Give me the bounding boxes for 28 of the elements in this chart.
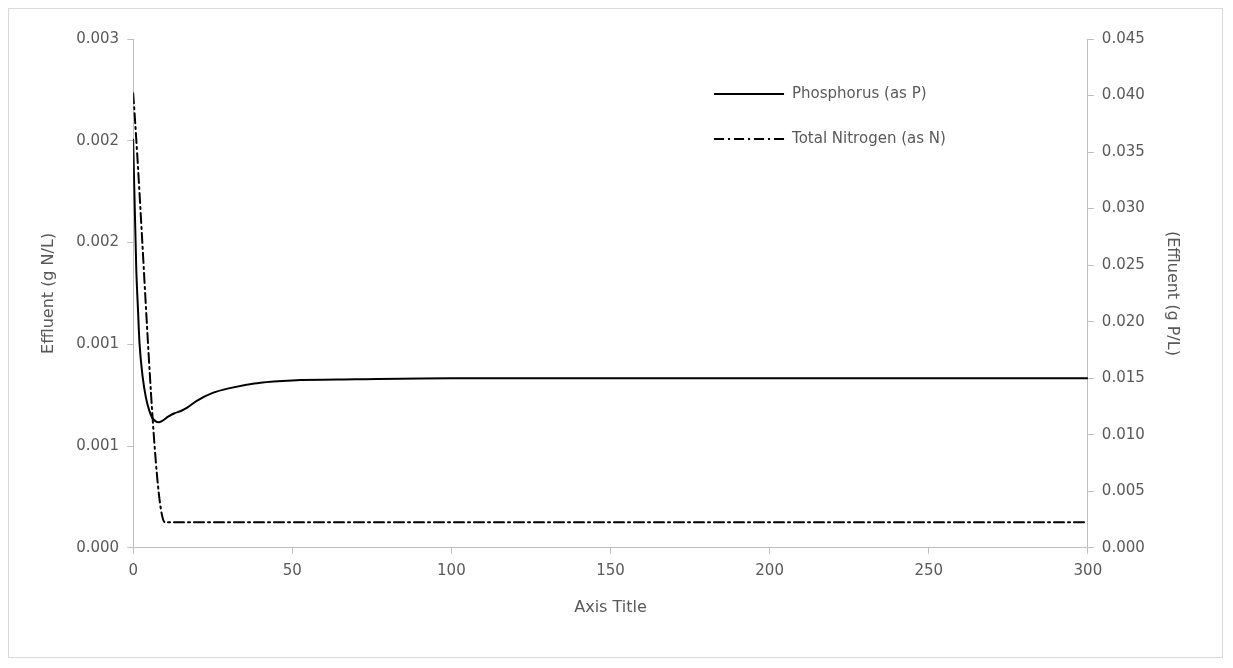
x-tick-label: 100 [437,560,466,579]
y2-tick-label: 0.035 [1101,141,1145,160]
legend-label: Phosphorus (as P) [792,83,927,102]
y2-tick-label: 0.015 [1101,368,1145,387]
x-tick-label: 150 [596,560,625,579]
y-axis-title: Effluent (g N/L) [37,232,57,354]
x-tick-label: 50 [282,560,302,579]
x-tick-label: 300 [1073,560,1103,579]
y2-tick-label: 0.000 [1101,537,1145,556]
y2-tick-label: 0.010 [1101,424,1145,443]
legend-label: Total Nitrogen (as N) [791,128,946,147]
y2-tick-label: 0.005 [1101,481,1145,500]
y2-tick-label: 0.030 [1101,198,1145,217]
x-axis-title: Axis Title [574,596,647,616]
y-tick-label: 0.002 [76,130,120,149]
y2-tick-label: 0.020 [1101,311,1145,330]
y-tick-label: 0.001 [76,334,120,353]
y2-tick-label: 0.025 [1101,255,1145,274]
x-tick-label: 250 [914,560,944,579]
y-tick-label: 0.001 [76,435,120,454]
y2-tick-label: 0.040 [1101,85,1145,104]
y-tick-label: 0.002 [76,232,120,251]
y-tick-label: 0.003 [76,28,120,47]
x-tick-label: 200 [755,560,784,579]
y-tick-label: 0.000 [76,537,120,556]
y2-axis-title: (Effluent (g P/L) [1164,230,1184,356]
x-tick-label: 0 [128,560,138,579]
y2-tick-label: 0.045 [1101,28,1145,47]
